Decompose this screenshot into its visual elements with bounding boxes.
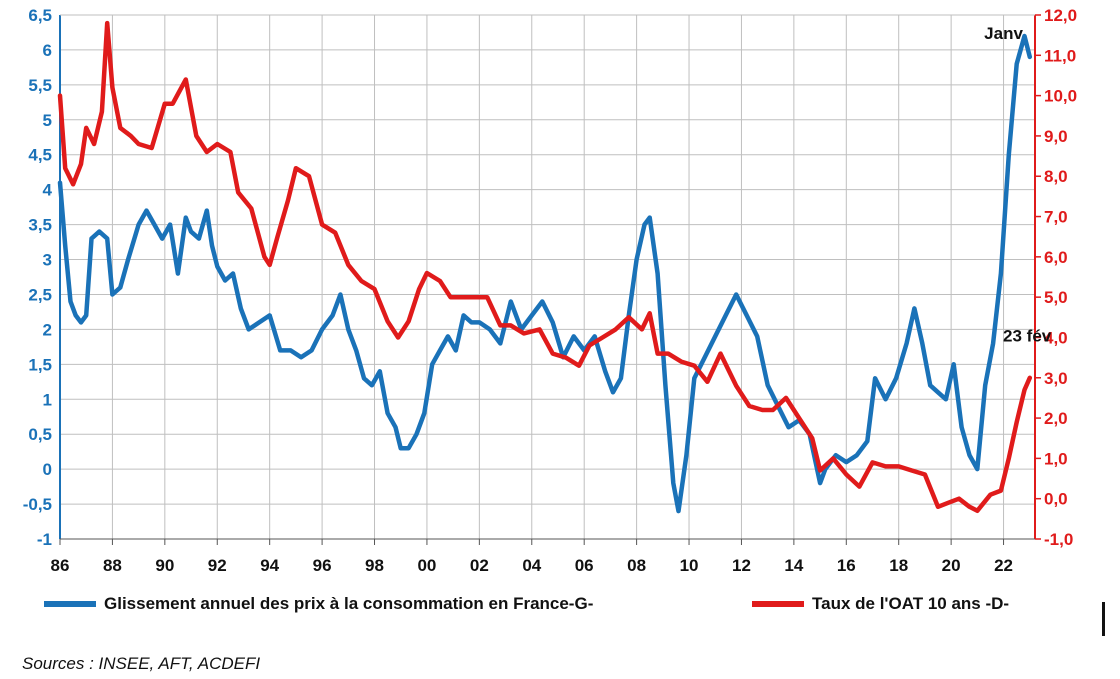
x-tick-label: 04 [522,556,541,575]
x-tick-label: 98 [365,556,384,575]
legend: Glissement annuel des prix à la consomma… [0,594,1120,620]
x-tick-label: 02 [470,556,489,575]
legend-swatch-inflation [44,601,96,607]
annotation-label: Janv [984,24,1023,43]
y-right-tick-label: 8,0 [1044,167,1068,186]
y-right-tick-label: 5,0 [1044,288,1068,307]
x-tick-label: 18 [889,556,908,575]
x-tick-label: 88 [103,556,122,575]
series-lines [57,20,1033,514]
y-right-tick-label: 7,0 [1044,208,1068,227]
source-note: Sources : INSEE, AFT, ACDEFI [22,654,261,673]
y-right-tick-label: 10,0 [1044,87,1077,106]
y-left-tick-label: -1 [37,530,52,549]
x-tick-label: 06 [575,556,594,575]
x-tick-label: 16 [837,556,856,575]
x-tick-label: 10 [680,556,699,575]
x-tick-label: 86 [51,556,70,575]
y-left-tick-label: 0 [43,460,52,479]
legend-item-inflation: Glissement annuel des prix à la consomma… [44,594,593,614]
x-tick-label: 00 [417,556,436,575]
y-left-tick-label: 4 [43,181,53,200]
x-tick-label: 22 [994,556,1013,575]
oat-series-line [57,20,1033,514]
y-right-tick-label: 3,0 [1044,369,1068,388]
annotation-label: 23 fév [1003,327,1052,346]
legend-item-oat: Taux de l'OAT 10 ans -D- [752,594,1009,614]
gridlines [59,14,1035,540]
y-left-tick-label: 5,5 [28,76,52,95]
y-left-tick-label: -0,5 [23,495,52,514]
y-left-tick-label: 3,5 [28,216,52,235]
text-cursor-mark [1102,602,1105,636]
tick-labels: 6,5 6 5,5 5 4,5 4 3,5 3 2,5 2 1,5 1 0,5 0 -0,5 -1 86 88 90… [23,6,1077,575]
y-right-tick-label: 0,0 [1044,490,1068,509]
y-right-tick-label: 6,0 [1044,248,1068,267]
legend-label-inflation: Glissement annuel des prix à la consomma… [104,594,594,613]
y-left-tick-label: 3 [43,251,52,270]
x-tick-label: 90 [155,556,174,575]
y-left-tick-label: 6 [43,41,52,60]
y-right-tick-label: 4,0 [1044,328,1068,347]
legend-label-oat: Taux de l'OAT 10 ans -D- [812,594,1010,613]
y-left-tick-label: 6,5 [28,6,52,25]
x-tick-label: 20 [942,556,961,575]
legend-swatch-oat [752,601,804,607]
annotations: Janv 23 fév [984,24,1052,346]
y-left-tick-label: 2 [43,320,52,339]
x-tick-label: 96 [313,556,332,575]
x-tick-label: 14 [784,556,803,575]
y-right-tick-label: 2,0 [1044,409,1068,428]
x-tick-label: 92 [208,556,227,575]
y-right-tick-label: 1,0 [1044,449,1068,468]
y-left-tick-label: 0,5 [28,425,52,444]
y-left-tick-label: 2,5 [28,285,52,304]
x-tick-label: 12 [732,556,751,575]
inflation-series-line [57,33,1033,514]
chart-canvas: 6,5 6 5,5 5 4,5 4 3,5 3 2,5 2 1,5 1 0,5 0 -0,5 -1 86 88 90… [23,6,1077,575]
y-right-tick-label: 11,0 [1044,46,1076,65]
y-left-tick-label: 1,5 [28,355,52,374]
y-left-tick-label: 4,5 [28,146,52,165]
x-tick-label: 94 [260,556,279,575]
y-right-tick-label: 12,0 [1044,6,1077,25]
y-left-tick-label: 1 [43,390,52,409]
x-tick-label: 08 [627,556,646,575]
y-right-tick-label: -1,0 [1044,530,1073,549]
y-right-tick-label: 9,0 [1044,127,1068,146]
y-left-tick-label: 5 [43,111,52,130]
